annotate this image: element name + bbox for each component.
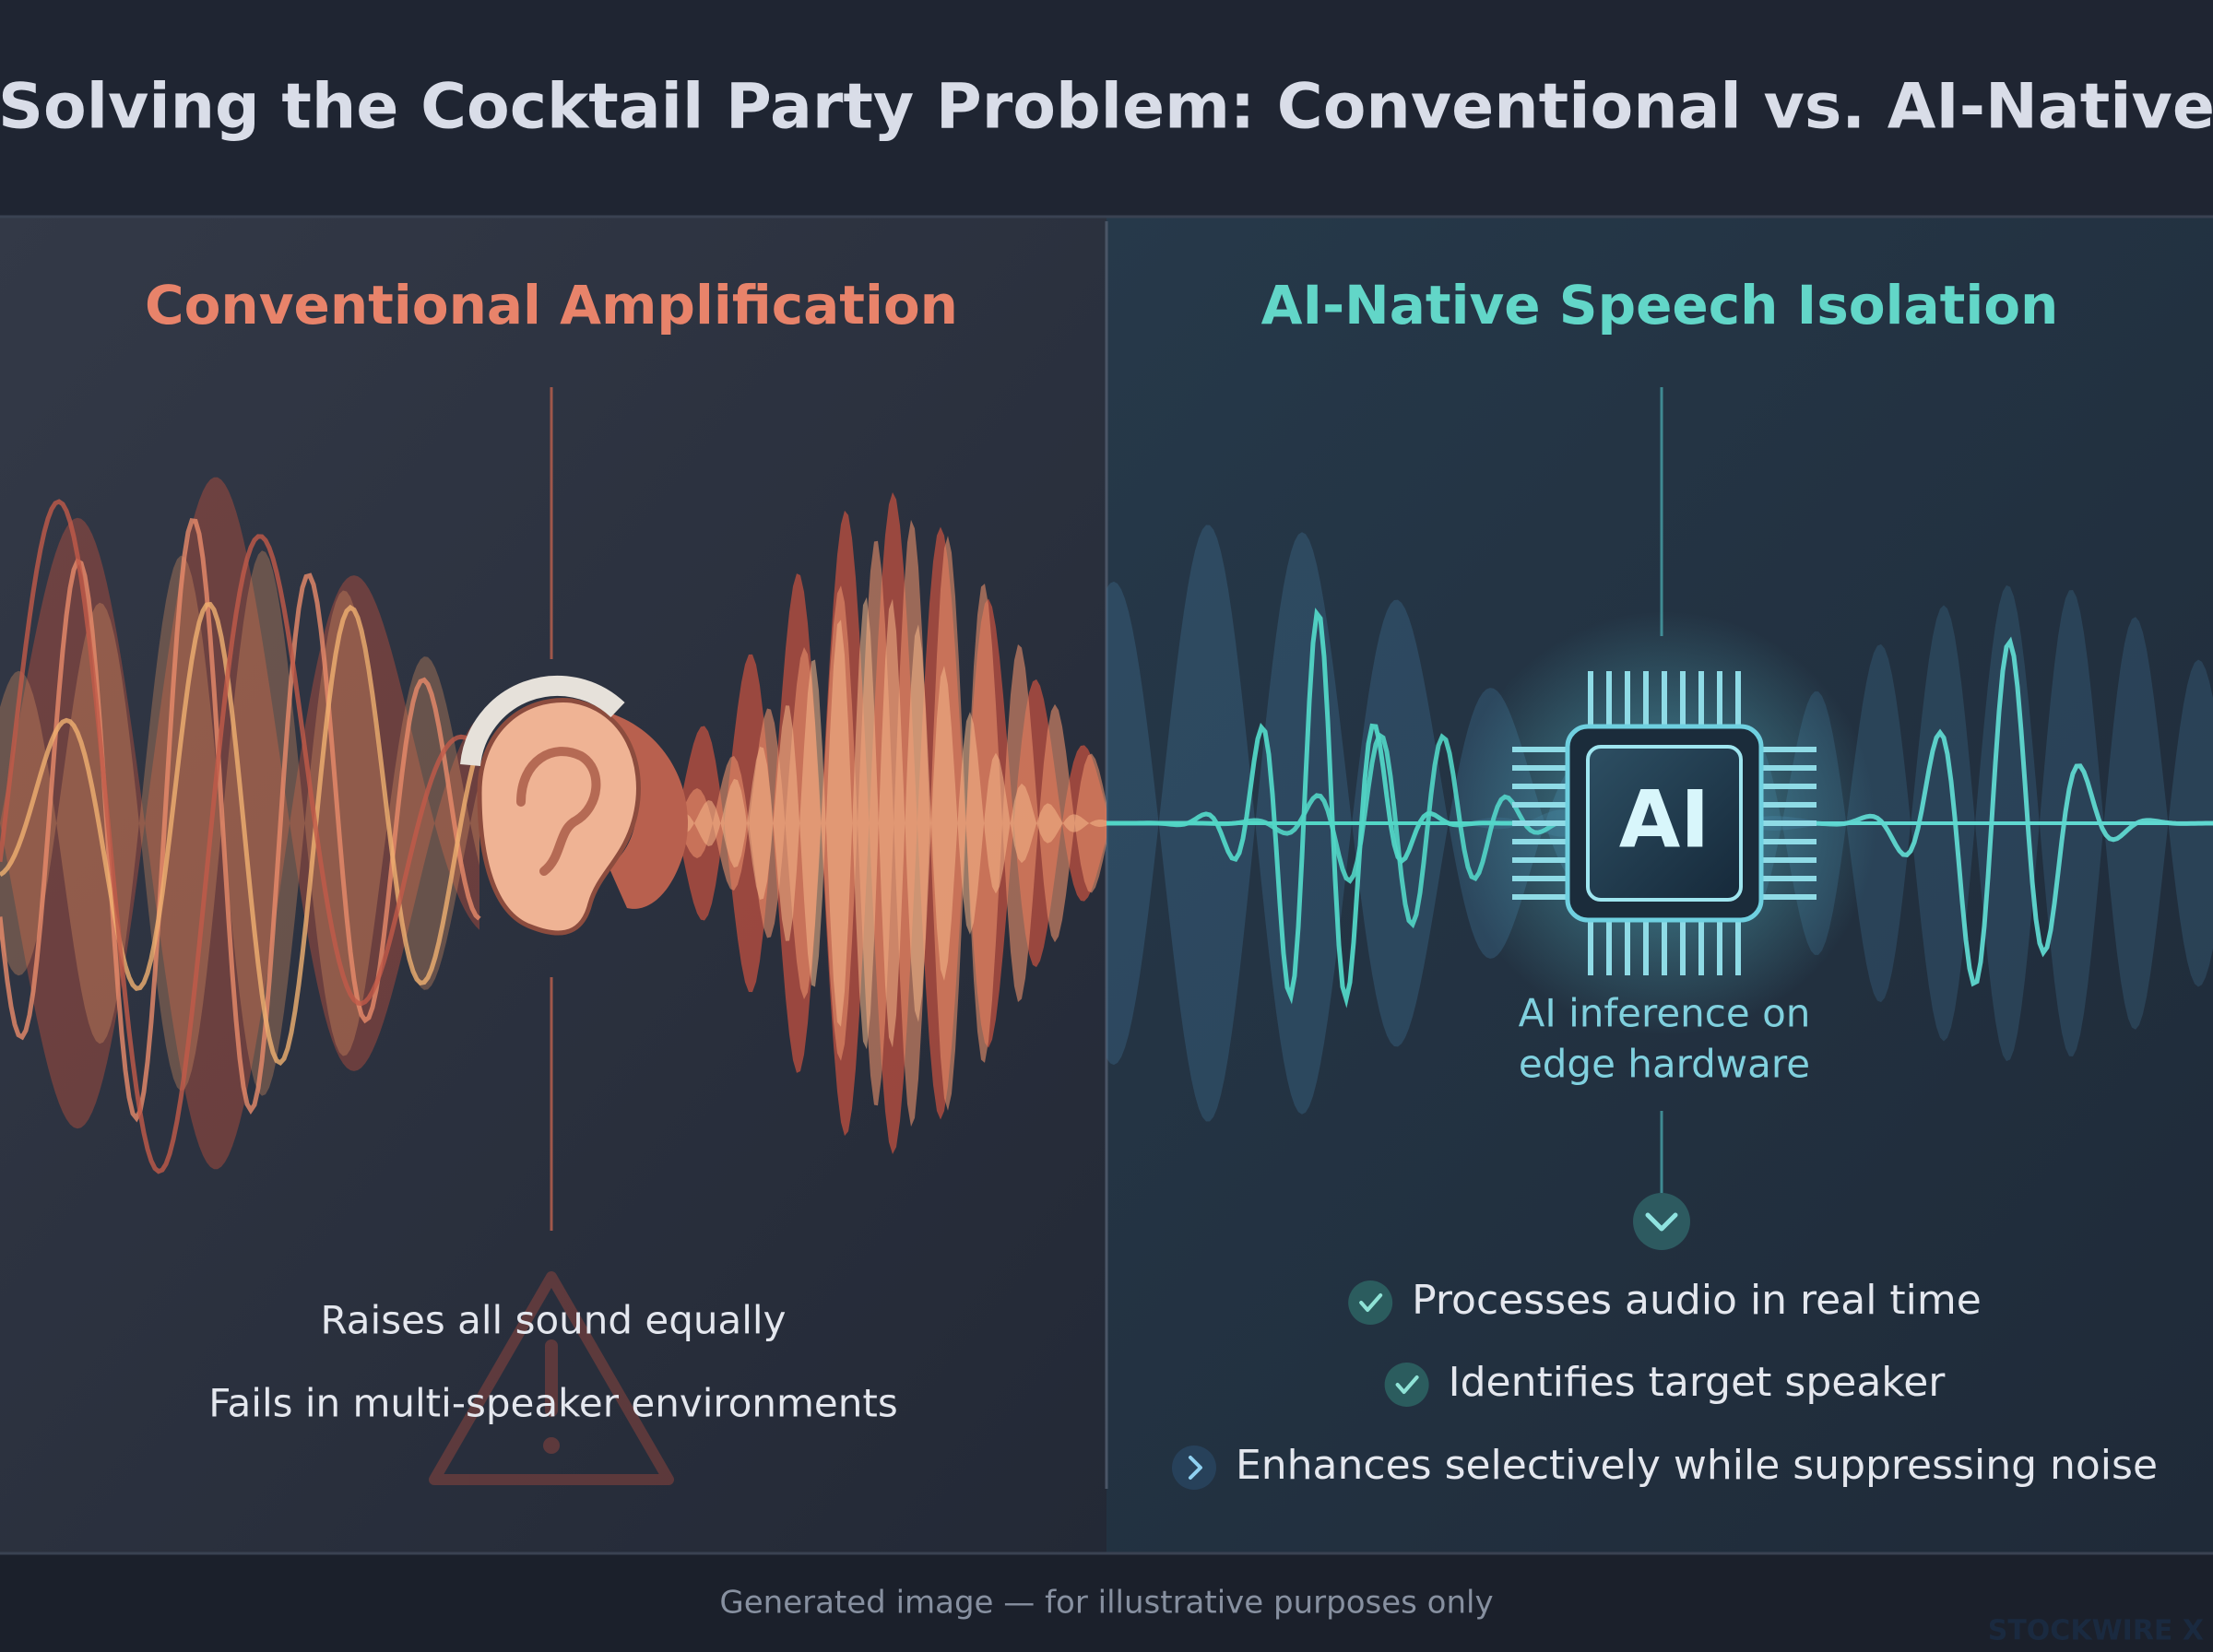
chip-face — [1586, 745, 1743, 902]
point-text: Identifies target speaker — [1449, 1359, 1947, 1406]
point-text: Processes audio in real time — [1412, 1277, 1982, 1324]
ai-chip: AI — [1452, 611, 1876, 1035]
chip-caption: edge hardware — [1519, 1042, 1810, 1087]
chip-label: AI — [1619, 773, 1710, 866]
header-band — [0, 0, 2213, 217]
footer-note: Generated image — for illustrative purpo… — [719, 1585, 1493, 1622]
chip-caption: AI inference on — [1519, 991, 1811, 1036]
waveform — [682, 596, 1106, 1050]
panel-title: Conventional Amplification — [145, 274, 958, 336]
hearing-aid-icon — [460, 675, 688, 936]
point-icon — [1395, 1375, 1419, 1394]
point-icon — [1359, 1293, 1383, 1312]
point-icon — [1384, 1363, 1429, 1407]
warning-icon — [429, 1271, 674, 1485]
panel-title: AI-Native Speech Isolation — [1261, 274, 2059, 336]
point-icon — [1348, 1280, 1393, 1325]
waveform — [0, 477, 479, 1170]
point-icon — [1171, 1446, 1216, 1490]
point-list: Processes audio in real time Identifies t… — [1171, 1277, 2158, 1490]
watermark: STOCKWIRE X — [1988, 1615, 2204, 1647]
waveform — [0, 499, 481, 1174]
point-text: Fails in multi-speaker environments — [208, 1381, 898, 1426]
footer-band — [0, 1553, 2213, 1652]
chip-pins — [1512, 671, 1817, 975]
point-text: Raises all sound equally — [321, 1298, 787, 1343]
point-icon — [1188, 1456, 1202, 1480]
chevron-icon — [1633, 1193, 1690, 1250]
point-text: Enhances selectively while suppressing n… — [1236, 1442, 2158, 1489]
page-title: Solving the Cocktail Party Problem: Conv… — [0, 71, 2213, 144]
